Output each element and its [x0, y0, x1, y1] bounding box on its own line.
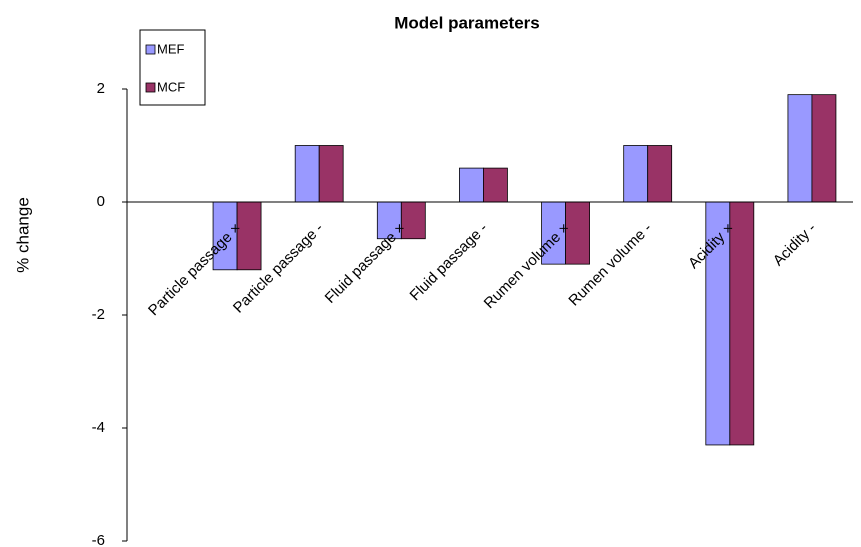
legend-swatch — [145, 82, 156, 93]
bar — [705, 201, 731, 446]
y-tick-label: 0 — [97, 193, 105, 210]
bar — [236, 201, 262, 271]
chart-title: Model parameters — [394, 13, 540, 32]
bar — [541, 201, 566, 265]
bar — [565, 201, 590, 265]
bar — [811, 94, 837, 203]
x-tick-label: Acidity - — [770, 220, 820, 270]
y-axis-label: % change — [13, 197, 32, 273]
bar — [729, 201, 755, 446]
bar — [294, 145, 320, 203]
bar — [787, 94, 813, 203]
y-tick-label: 2 — [97, 80, 105, 97]
x-tick-label: Rumen volume × — [481, 220, 573, 312]
legend-swatch — [145, 44, 156, 55]
y-tick-label: -6 — [92, 532, 105, 547]
bar — [459, 167, 484, 203]
y-tick-label: -2 — [92, 306, 105, 323]
x-tick-label: Fluid passage × — [322, 220, 409, 307]
bar — [483, 167, 508, 203]
legend-label: MEF — [157, 41, 185, 56]
bar — [318, 145, 344, 203]
y-tick-label: -4 — [92, 419, 105, 436]
bar — [623, 145, 649, 203]
legend-box — [139, 29, 206, 106]
legend-label: MCF — [157, 79, 185, 94]
bar — [647, 145, 673, 203]
